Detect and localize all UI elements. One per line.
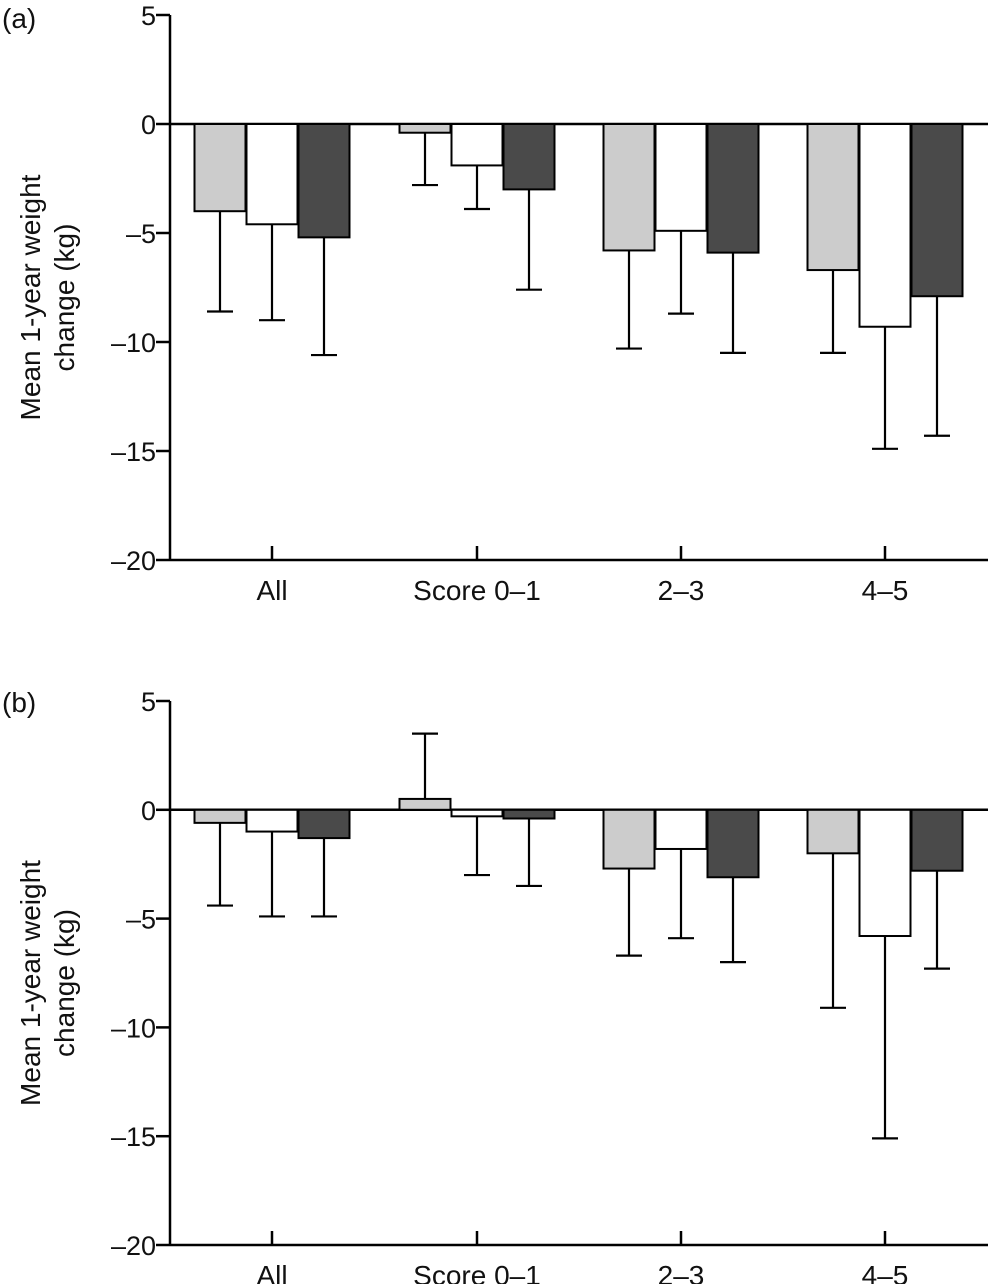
bar xyxy=(297,808,351,840)
y-tick-label: 0 xyxy=(141,796,156,826)
bar xyxy=(450,808,504,818)
bar xyxy=(502,808,556,820)
bar xyxy=(602,123,656,252)
bar xyxy=(450,123,504,167)
bar xyxy=(806,123,860,272)
y-tick-label: 5 xyxy=(141,687,156,717)
y-axis-label: change (kg) xyxy=(49,224,80,372)
y-tick-label: –15 xyxy=(111,1122,156,1152)
y-tick-label: –10 xyxy=(111,1013,156,1043)
panel-label: (a) xyxy=(2,3,36,34)
y-tick-label: –10 xyxy=(111,328,156,358)
y-axis-label: Mean 1-year weight xyxy=(15,860,46,1106)
y-tick-label: –20 xyxy=(111,1231,156,1261)
bar xyxy=(245,123,299,226)
bar xyxy=(398,123,452,134)
y-tick-label: –15 xyxy=(111,437,156,467)
bar xyxy=(193,123,247,213)
x-tick-label: Score 0–1 xyxy=(413,1260,541,1284)
bar xyxy=(193,808,247,824)
x-tick-label: 2–3 xyxy=(658,575,705,606)
bar xyxy=(706,123,760,254)
chart-panel-b: (b) Mean 1-year weight change (kg) 5 0 –5 –10 –… xyxy=(2,687,988,1284)
y-tick-label: 0 xyxy=(141,110,156,140)
x-tick-label: 2–3 xyxy=(658,1260,705,1284)
x-tick-label: All xyxy=(256,575,287,606)
y-tick-label: 5 xyxy=(141,1,156,31)
bar xyxy=(706,808,760,879)
y-tick-label: –20 xyxy=(111,546,156,576)
chart-panel-a: (a) Mean 1-year weight change (kg) 5 0 –5 –10 –… xyxy=(2,1,988,606)
bar xyxy=(910,808,964,872)
bar xyxy=(858,808,912,938)
bar xyxy=(245,808,299,833)
x-tick-label: All xyxy=(256,1260,287,1284)
bar xyxy=(502,123,556,191)
bar xyxy=(806,808,860,855)
bar xyxy=(858,123,912,328)
y-axis-label: change (kg) xyxy=(49,909,80,1057)
bar xyxy=(910,123,964,298)
panel-label: (b) xyxy=(2,687,36,718)
bar xyxy=(654,123,708,232)
y-tick-label: –5 xyxy=(126,905,156,935)
x-tick-label: Score 0–1 xyxy=(413,575,541,606)
bar xyxy=(398,797,452,811)
y-axis-label: Mean 1-year weight xyxy=(15,174,46,420)
bar xyxy=(602,808,656,870)
x-tick-label: 4–5 xyxy=(862,575,909,606)
bar xyxy=(654,808,708,850)
y-tick-label: –5 xyxy=(126,219,156,249)
bar xyxy=(297,123,351,239)
x-tick-label: 4–5 xyxy=(862,1260,909,1284)
